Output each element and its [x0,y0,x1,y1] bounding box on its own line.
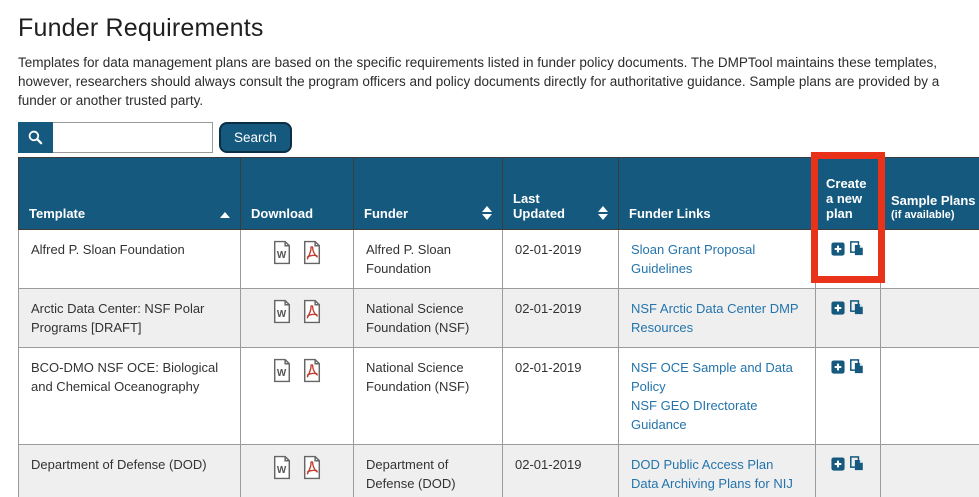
table-row: BCO-DMO NSF OCE: Biological and Chemical… [18,347,979,445]
create-plan-cell [815,229,881,289]
download-cell: W [240,288,354,348]
funder-links-cell: DOD Public Access Plan Data Archiving Pla… [618,444,816,497]
column-label: Sample Plans [891,193,976,208]
column-label: Funder [364,206,409,221]
create-plan-icon[interactable] [831,456,845,471]
template-name-cell: Department of Defense (DOD) [18,444,241,497]
last-updated-cell: 02-01-2019 [502,444,619,497]
column-header-funder[interactable]: Funder [353,157,503,230]
table-header-row: Template Download Funder [18,157,979,230]
table-row: Department of Defense (DOD) W Department o… [18,444,979,497]
download-cell: W [240,444,354,497]
sample-plans-cell [880,288,979,348]
svg-text:W: W [277,465,287,476]
column-header-sample-plans: Sample Plans (if available) [880,157,979,230]
create-plan-cell [815,288,881,348]
table-row: Alfred P. Sloan Foundation W Alfred P. Slo… [18,229,979,289]
pdf-download-icon[interactable] [301,358,323,388]
copy-template-icon[interactable] [849,299,865,316]
word-download-icon[interactable]: W [271,240,293,270]
funder-link[interactable]: DOD Public Access Plan [631,457,774,472]
search-input[interactable] [53,122,213,153]
svg-text:W: W [277,368,287,379]
sample-plans-cell [880,229,979,289]
pdf-download-icon[interactable] [301,240,323,270]
funder-table-body: Alfred P. Sloan Foundation W Alfred P. Slo… [18,229,979,497]
column-header-download: Download [240,157,354,230]
column-header-create-a-new-plan: Create a new plan [815,157,881,230]
column-label: Template [29,206,86,221]
column-header-last-updated[interactable]: Last Updated [502,157,619,230]
column-header-template[interactable]: Template [18,157,241,230]
funder-requirements-table: Template Download Funder [18,157,979,497]
table-row: Arctic Data Center: NSF Polar Programs [… [18,288,979,348]
create-plan-icon[interactable] [831,241,845,256]
create-plan-icon[interactable] [831,300,845,315]
funder-cell: National Science Foundation (NSF) [353,347,503,445]
funder-cell: Department of Defense (DOD) [353,444,503,497]
sample-plans-cell [880,347,979,445]
sort-both-icon [482,206,492,220]
sample-plans-cell [880,444,979,497]
download-cell: W [240,347,354,445]
search-icon [18,122,53,153]
funder-links-cell: Sloan Grant Proposal Guidelines [618,229,816,289]
pdf-download-icon[interactable] [301,455,323,485]
download-cell: W [240,229,354,289]
funder-links-cell: NSF OCE Sample and Data Policy NSF GEO DI… [618,347,816,445]
last-updated-cell: 02-01-2019 [502,347,619,445]
column-label: Download [251,206,314,221]
svg-text:W: W [277,309,287,320]
sort-ascending-icon [220,212,230,218]
template-name-cell: Arctic Data Center: NSF Polar Programs [… [18,288,241,348]
create-plan-cell [815,347,881,445]
word-download-icon[interactable]: W [271,299,293,329]
last-updated-cell: 02-01-2019 [502,229,619,289]
copy-template-icon[interactable] [849,358,865,375]
column-label: Last Updated [513,191,565,221]
search-button[interactable]: Search [219,122,292,153]
column-header-funder-links: Funder Links [618,157,816,230]
copy-template-icon[interactable] [849,455,865,472]
funder-link[interactable]: Sloan Grant Proposal Guidelines [631,242,756,276]
column-label: Create a new plan [826,176,867,221]
page-description: Templates for data management plans are … [18,55,940,108]
word-download-icon[interactable]: W [271,455,293,485]
funder-link[interactable]: Data Archiving Plans for NIJ Funding App… [631,476,793,497]
funder-cell: Alfred P. Sloan Foundation [353,229,503,289]
sort-both-icon [598,206,608,220]
search-bar: Search [18,122,961,153]
funder-link[interactable]: NSF GEO DIrectorate Guidance [631,398,758,432]
funder-cell: National Science Foundation (NSF) [353,288,503,348]
create-plan-cell [815,444,881,497]
funder-link[interactable]: NSF OCE Sample and Data Policy [631,360,793,394]
word-download-icon[interactable]: W [271,358,293,388]
copy-template-icon[interactable] [849,240,865,257]
last-updated-cell: 02-01-2019 [502,288,619,348]
page-title: Funder Requirements [18,14,264,42]
funder-link[interactable]: NSF Arctic Data Center DMP Resources [631,301,799,335]
column-sublabel: (if available) [891,209,955,221]
column-label: Funder Links [629,206,711,221]
template-name-cell: BCO-DMO NSF OCE: Biological and Chemical… [18,347,241,445]
create-plan-icon[interactable] [831,359,845,374]
pdf-download-icon[interactable] [301,299,323,329]
funder-links-cell: NSF Arctic Data Center DMP Resources [618,288,816,348]
template-name-cell: Alfred P. Sloan Foundation [18,229,241,289]
svg-text:W: W [277,250,287,261]
